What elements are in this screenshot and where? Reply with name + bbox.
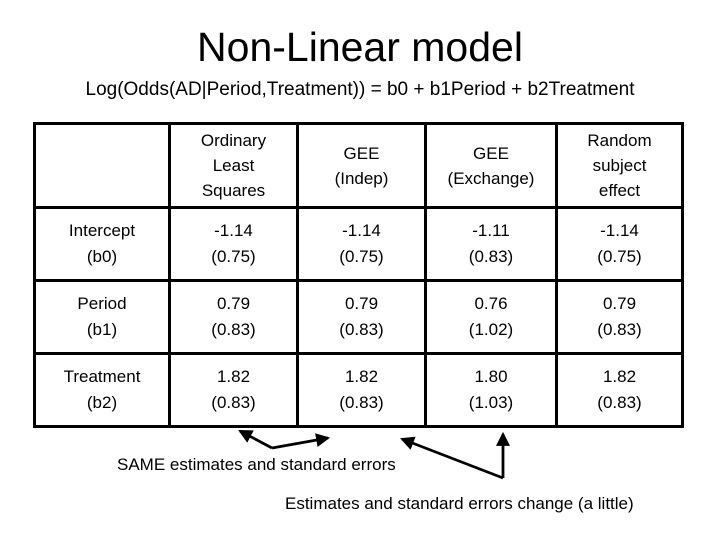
estimate: 0.79 (602, 294, 637, 313)
std-error: (0.75) (211, 247, 256, 266)
annotation-estimates-change: Estimates and standard errors change (a … (285, 494, 634, 513)
row-sublabel: (b1) (86, 320, 118, 339)
cell-period-ols: 0.79 (0.83) (168, 279, 299, 355)
std-error: (0.83) (597, 393, 642, 412)
std-error: (0.83) (211, 393, 256, 412)
row-label: Treatment (63, 367, 141, 386)
cell-period-gee-exchange: 0.76 (1.02) (424, 279, 558, 355)
row-label: Period (77, 294, 127, 313)
table-row: Intercept (b0) -1.14 (0.75) -1.14 (0.75)… (33, 206, 684, 282)
table-row: Treatment (b2) 1.82 (0.83) 1.82 (0.83) 1… (33, 352, 684, 428)
row-label-treatment: Treatment (b2) (33, 352, 171, 428)
std-error: (1.03) (468, 393, 514, 412)
estimate: -1.14 (600, 221, 639, 240)
estimate: 0.79 (344, 294, 379, 313)
cell-intercept-gee-exchange: -1.11 (0.83) (424, 206, 558, 282)
cell-treatment-ols: 1.82 (0.83) (168, 352, 299, 428)
estimate: 1.82 (216, 367, 251, 386)
std-error: (0.75) (339, 247, 384, 266)
annotation-same-estimates: SAME estimates and standard errors (117, 455, 396, 474)
arrow-change-left (400, 436, 504, 480)
column-header-random-effect: Random subject effect (555, 122, 684, 209)
cell-intercept-random: -1.14 (0.75) (555, 206, 684, 282)
std-error: (1.02) (468, 320, 514, 339)
results-table: Ordinary Least Squares GEE (Indep) GEE (… (33, 122, 684, 428)
std-error: (0.83) (339, 393, 384, 412)
column-header-empty (33, 122, 171, 209)
std-error: (0.83) (468, 247, 514, 266)
arrow-same-left (238, 429, 273, 450)
estimate: -1.14 (214, 221, 253, 240)
cell-treatment-gee-indep: 1.82 (0.83) (296, 352, 427, 428)
std-error: (0.75) (597, 247, 642, 266)
std-error: (0.83) (339, 320, 384, 339)
row-label: Intercept (68, 221, 136, 240)
estimate: 0.76 (474, 294, 508, 313)
estimate: 1.80 (474, 367, 508, 386)
cell-treatment-random: 1.82 (0.83) (555, 352, 684, 428)
cell-period-gee-indep: 0.79 (0.83) (296, 279, 427, 355)
estimate: 1.82 (344, 367, 379, 386)
cell-intercept-ols: -1.14 (0.75) (168, 206, 299, 282)
cell-treatment-gee-exchange: 1.80 (1.03) (424, 352, 558, 428)
row-label-intercept: Intercept (b0) (33, 206, 171, 282)
column-header-gee-exchange: GEE (Exchange) (424, 122, 558, 209)
cell-intercept-gee-indep: -1.14 (0.75) (296, 206, 427, 282)
estimate: -1.14 (342, 221, 381, 240)
estimate: 0.79 (216, 294, 251, 313)
row-label-period: Period (b1) (33, 279, 171, 355)
std-error: (0.83) (211, 320, 256, 339)
arrow-same-right (271, 433, 331, 450)
cell-period-random: 0.79 (0.83) (555, 279, 684, 355)
estimate: -1.11 (472, 221, 510, 240)
slide-title: Non-Linear model (197, 24, 523, 70)
table-header-row: Ordinary Least Squares GEE (Indep) GEE (… (33, 122, 684, 209)
model-formula: Log(Odds(AD|Period,Treatment)) = b0 + b1… (85, 79, 635, 100)
row-sublabel: (b0) (86, 247, 118, 266)
column-header-gee-indep: GEE (Indep) (296, 122, 427, 209)
row-sublabel: (b2) (86, 393, 118, 412)
estimate: 1.82 (602, 367, 637, 386)
std-error: (0.83) (597, 320, 642, 339)
column-header-ols: Ordinary Least Squares (168, 122, 299, 209)
table-row: Period (b1) 0.79 (0.83) 0.79 (0.83) 0.76… (33, 279, 684, 355)
